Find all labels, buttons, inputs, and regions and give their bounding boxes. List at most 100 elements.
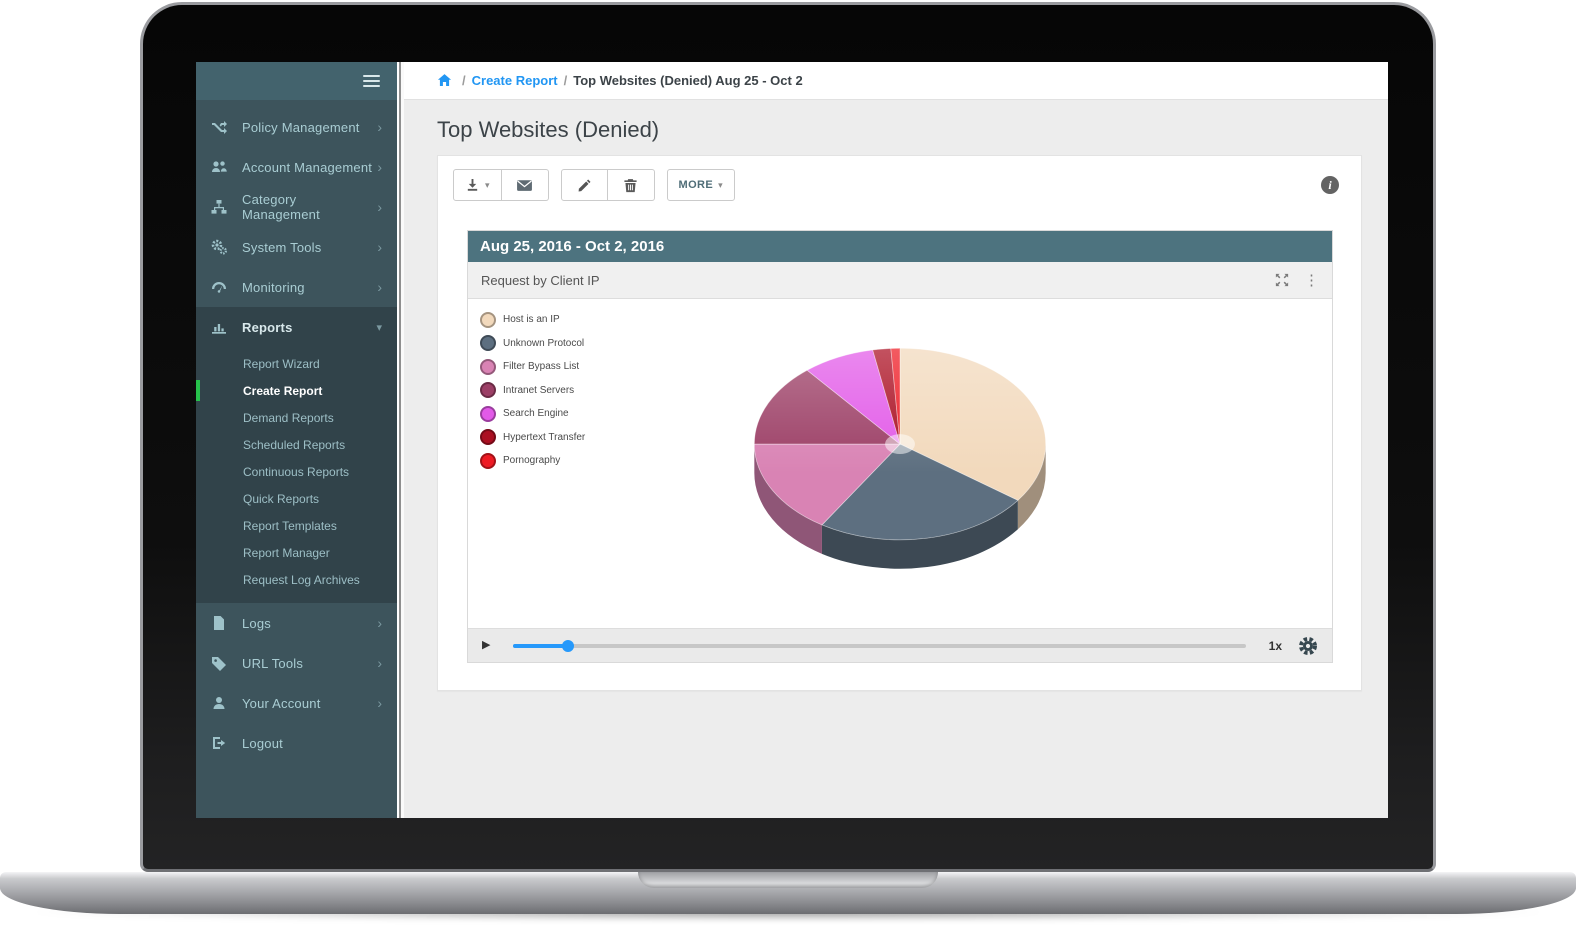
info-icon[interactable] [1321, 176, 1339, 194]
sidebar-item-label: URL Tools [242, 655, 304, 671]
more-button[interactable]: MORE [666, 169, 735, 201]
cogs-icon [211, 239, 227, 255]
vertical-scrollbar[interactable] [397, 62, 404, 818]
legend-swatch [480, 429, 496, 446]
sidebar-item-policy-management[interactable]: Policy Management [196, 107, 397, 147]
sidebar-item-your-account[interactable]: Your Account [196, 683, 397, 723]
kebab-menu-icon[interactable] [1304, 273, 1319, 288]
sidebar-item-logout[interactable]: Logout [196, 723, 397, 763]
expand-icon[interactable] [1275, 273, 1289, 287]
widget-subheader-title: Request by Client IP [481, 272, 600, 288]
pie-chart[interactable] [468, 299, 1332, 628]
edit-button[interactable] [560, 169, 608, 201]
breadcrumb: / Create Report / Top Websites (Denied) … [404, 62, 1388, 100]
breadcrumb-separator: / [462, 73, 466, 88]
sidebar-subitem-report-manager[interactable]: Report Manager [196, 539, 397, 566]
widget-date-range-header: Aug 25, 2016 - Oct 2, 2016 [468, 231, 1332, 262]
sidebar-nav: Policy Management Account Management Cat… [196, 100, 397, 763]
legend-item[interactable]: Filter Bypass List [480, 355, 585, 379]
active-indicator [196, 380, 200, 401]
legend-item[interactable]: Hypertext Transfer [480, 426, 585, 450]
legend-item[interactable]: Unknown Protocol [480, 332, 585, 356]
sidebar-item-reports[interactable]: Reports [196, 307, 397, 347]
report-toolbar: MORE [438, 169, 1361, 201]
legend-label: Unknown Protocol [503, 337, 585, 349]
chart-legend: Host is an IP Unknown Protocol Filter By… [480, 308, 585, 473]
delete-button[interactable] [607, 169, 655, 201]
timeline-bar: 1x [468, 628, 1332, 662]
subitem-label: Quick Reports [243, 491, 320, 506]
caret-down-icon [718, 181, 723, 190]
sidebar-item-label: Policy Management [242, 119, 360, 135]
sidebar: Policy Management Account Management Cat… [196, 62, 397, 818]
play-icon[interactable] [482, 640, 490, 651]
sidebar-item-monitoring[interactable]: Monitoring [196, 267, 397, 307]
more-button-label: MORE [678, 179, 714, 191]
app-window: Policy Management Account Management Cat… [196, 62, 1388, 818]
subitem-label: Demand Reports [243, 410, 334, 425]
chart-widget: Aug 25, 2016 - Oct 2, 2016 Request by Cl… [467, 230, 1333, 663]
sidebar-reports-section: Reports Report Wizard Create Report Dema… [196, 307, 397, 603]
subitem-label: Scheduled Reports [243, 437, 346, 452]
sidebar-item-system-tools[interactable]: System Tools [196, 227, 397, 267]
timeline-slider[interactable] [513, 639, 1246, 652]
legend-item[interactable]: Search Engine [480, 402, 585, 426]
chevron-right-icon [377, 696, 382, 710]
sidebar-header [196, 62, 397, 100]
file-icon [211, 615, 227, 631]
sidebar-item-label: Category Management [242, 192, 320, 222]
report-card: MORE Aug 25, 2016 - Oct 2, 2016 Request … [437, 155, 1362, 691]
subitem-label: Report Wizard [243, 356, 320, 371]
sidebar-item-category-management[interactable]: Category Management [196, 187, 397, 227]
sidebar-item-label: Reports [242, 319, 293, 335]
sidebar-subitem-report-templates[interactable]: Report Templates [196, 512, 397, 539]
sidebar-item-label: Logs [242, 615, 271, 631]
sidebar-subitem-quick-reports[interactable]: Quick Reports [196, 485, 397, 512]
chevron-right-icon [377, 120, 382, 134]
sidebar-subitem-report-wizard[interactable]: Report Wizard [196, 350, 397, 377]
chevron-right-icon [377, 160, 382, 174]
breadcrumb-separator: / [563, 73, 568, 88]
slider-handle[interactable] [562, 640, 575, 652]
legend-item[interactable]: Pornography [480, 449, 585, 473]
sitemap-icon [211, 199, 227, 215]
sidebar-item-url-tools[interactable]: URL Tools [196, 643, 397, 683]
sidebar-subitem-continuous-reports[interactable]: Continuous Reports [196, 458, 397, 485]
legend-item[interactable]: Intranet Servers [480, 379, 585, 403]
email-button[interactable] [501, 169, 549, 201]
sidebar-subitem-scheduled-reports[interactable]: Scheduled Reports [196, 431, 397, 458]
shuffle-icon [211, 119, 227, 135]
download-button[interactable] [453, 169, 502, 201]
legend-label: Intranet Servers [503, 384, 575, 396]
user-icon [211, 695, 227, 711]
tag-icon [211, 655, 227, 671]
legend-swatch [480, 311, 496, 328]
breadcrumb-link-create-report[interactable]: Create Report [471, 73, 558, 88]
sidebar-item-label: Monitoring [242, 279, 305, 295]
sidebar-subitem-request-log-archives[interactable]: Request Log Archives [196, 566, 397, 593]
bar-chart-icon [211, 319, 227, 335]
chart-area: Host is an IP Unknown Protocol Filter By… [468, 299, 1332, 628]
chevron-down-icon [376, 321, 382, 334]
chevron-right-icon [377, 616, 382, 630]
legend-item[interactable]: Host is an IP [480, 308, 585, 332]
sidebar-item-logs[interactable]: Logs [196, 603, 397, 643]
sidebar-subitem-demand-reports[interactable]: Demand Reports [196, 404, 397, 431]
slider-track[interactable] [513, 644, 1246, 648]
sidebar-item-label: Logout [242, 735, 283, 751]
chevron-right-icon [377, 280, 382, 294]
sidebar-item-label: Account Management [242, 159, 373, 175]
widget-subheader: Request by Client IP [468, 262, 1332, 299]
hamburger-menu-icon[interactable] [363, 72, 380, 89]
chevron-right-icon [377, 656, 382, 670]
gauge-icon [211, 279, 227, 295]
home-icon[interactable] [437, 73, 452, 88]
gear-icon[interactable] [1298, 636, 1318, 656]
subitem-label: Continuous Reports [243, 464, 350, 479]
users-icon [211, 159, 227, 175]
widget-header-actions [1275, 273, 1319, 288]
sidebar-item-account-management[interactable]: Account Management [196, 147, 397, 187]
sidebar-subitem-create-report[interactable]: Create Report [196, 377, 397, 404]
legend-label: Hypertext Transfer [503, 431, 586, 443]
